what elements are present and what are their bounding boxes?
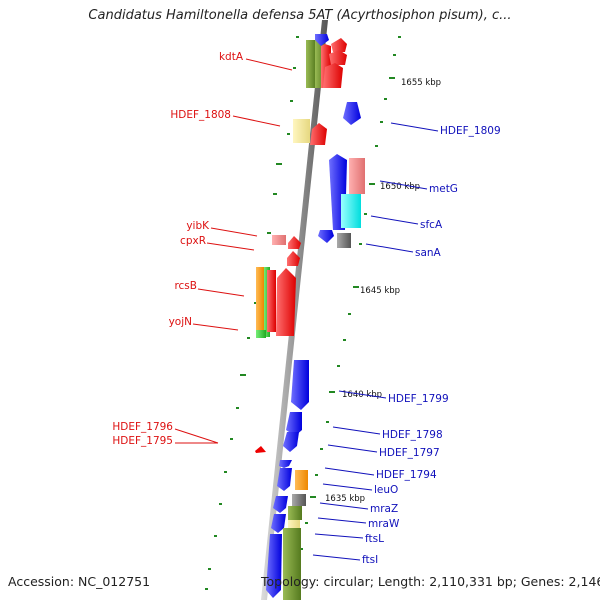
accession-text: Accession: NC_012751: [8, 574, 151, 589]
label-mraZ[interactable]: mraZ: [370, 503, 398, 515]
gene-blue-small-sanA[interactable]: [318, 230, 334, 243]
gene-leuO[interactable]: [277, 468, 292, 491]
kbp-mark-1640: 1640 kbp: [342, 390, 382, 400]
gene-HDEF_1808[interactable]: [293, 119, 327, 145]
gene-HDEF_1797[interactable]: [283, 432, 299, 452]
kbp-mark-1655: 1655 kbp: [401, 78, 441, 88]
svg-text:1635 kbp: 1635 kbp: [325, 494, 365, 504]
leader-lines-right: [312, 122, 439, 561]
label-HDEF_1795[interactable]: HDEF_1795: [112, 435, 173, 447]
leader-lines-left: [174, 58, 293, 444]
map-title: Candidatus Hamiltonella defensa 5AT (Acy…: [88, 8, 512, 23]
gene-HDEF_1794[interactable]: [295, 470, 308, 490]
label-sanA[interactable]: sanA: [415, 247, 442, 259]
gene-sanA[interactable]: [337, 233, 351, 248]
svg-text:1655 kbp: 1655 kbp: [401, 78, 441, 88]
label-HDEF_1799[interactable]: HDEF_1799: [388, 393, 449, 405]
gene-HDEF_1798[interactable]: [286, 412, 302, 436]
gene-HDEF_1799[interactable]: [291, 360, 309, 410]
gene-labels-right: HDEF_1809 metG sfcA sanA HDEF_1799 HDEF_…: [362, 125, 501, 566]
kbp-mark-1650: 1650 kbp: [380, 182, 420, 192]
label-yojN[interactable]: yojN: [169, 316, 192, 328]
label-rcsB[interactable]: rcsB: [174, 280, 197, 292]
label-ftsI[interactable]: ftsI: [362, 554, 378, 566]
label-HDEF_1794[interactable]: HDEF_1794: [376, 469, 437, 481]
gene-grey-1635[interactable]: [292, 494, 306, 506]
gene-HDEF_1796[interactable]: [255, 446, 266, 453]
gene-labels-left: kdtA HDEF_1808 yibK cpxR rcsB yojN HDEF_…: [112, 51, 243, 447]
label-sfcA[interactable]: sfcA: [420, 219, 443, 231]
kbp-mark-1635: 1635 kbp: [325, 494, 365, 504]
gene-mraZ[interactable]: [273, 496, 288, 513]
gene-red-small-2[interactable]: [287, 251, 300, 266]
gene-red-arrow-top-2[interactable]: [329, 50, 347, 65]
gene-mraW[interactable]: [271, 514, 286, 533]
label-metG[interactable]: metG: [429, 183, 458, 195]
label-yibK[interactable]: yibK: [186, 220, 210, 232]
label-HDEF_1808[interactable]: HDEF_1808: [170, 109, 231, 121]
gene-yojN[interactable]: [256, 268, 296, 338]
gene-cpxR[interactable]: [288, 236, 301, 249]
gene-sfcA[interactable]: [341, 194, 361, 228]
kbp-mark-1645: 1645 kbp: [360, 286, 400, 296]
label-kdtA[interactable]: kdtA: [219, 51, 244, 63]
gene-rcsB[interactable]: [256, 267, 276, 337]
svg-text:1650 kbp: 1650 kbp: [380, 182, 420, 192]
label-cpxR[interactable]: cpxR: [180, 235, 206, 247]
gene-ftsL[interactable]: [266, 534, 282, 598]
gene-red-arrow-top-3[interactable]: [323, 63, 343, 88]
gene-HDEF_1809[interactable]: [343, 102, 361, 125]
tick-track-right: [300, 36, 401, 550]
svg-text:1640 kbp: 1640 kbp: [342, 390, 382, 400]
topology-text: Topology: circular; Length: 2,110,331 bp…: [261, 574, 600, 589]
gene-blue-small-1794[interactable]: [279, 460, 292, 468]
label-HDEF_1796[interactable]: HDEF_1796: [112, 421, 173, 433]
label-ftsL[interactable]: ftsL: [365, 533, 384, 545]
label-HDEF_1809[interactable]: HDEF_1809: [440, 125, 501, 137]
svg-text:1645 kbp: 1645 kbp: [360, 286, 400, 296]
label-HDEF_1797[interactable]: HDEF_1797: [379, 447, 440, 459]
gene-red-arrow-top-1[interactable]: [331, 38, 347, 52]
label-leuO[interactable]: leuO: [374, 484, 398, 496]
label-HDEF_1798[interactable]: HDEF_1798: [382, 429, 443, 441]
gene-blue-arrow-top[interactable]: [315, 34, 329, 46]
gene-ftsI[interactable]: [283, 506, 302, 600]
label-mraW[interactable]: mraW: [368, 518, 400, 530]
gene-yibK[interactable]: [272, 235, 286, 245]
